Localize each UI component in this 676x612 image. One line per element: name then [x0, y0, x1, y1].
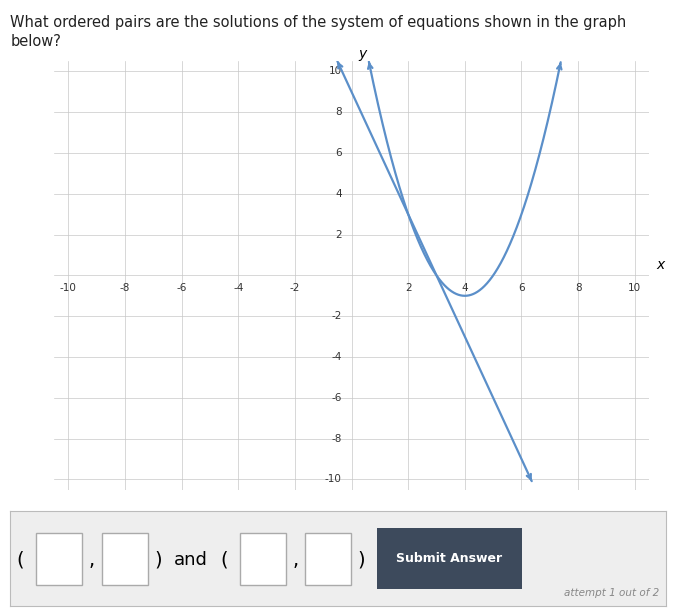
Text: 4: 4 — [335, 188, 341, 199]
Text: -6: -6 — [331, 393, 341, 403]
Text: 8: 8 — [335, 107, 341, 118]
FancyBboxPatch shape — [37, 533, 82, 585]
Text: ,: , — [89, 551, 95, 570]
Text: -4: -4 — [331, 352, 341, 362]
Text: 2: 2 — [335, 230, 341, 240]
FancyBboxPatch shape — [102, 533, 148, 585]
FancyBboxPatch shape — [306, 533, 351, 585]
Text: -10: -10 — [324, 474, 341, 485]
Text: y: y — [358, 47, 367, 61]
Text: and: and — [174, 551, 208, 569]
Text: 2: 2 — [405, 283, 412, 293]
Text: 6: 6 — [518, 283, 525, 293]
Text: Submit Answer: Submit Answer — [396, 552, 502, 565]
Text: attempt 1 out of 2: attempt 1 out of 2 — [564, 588, 659, 599]
Text: What ordered pairs are the solutions of the system of equations shown in the gra: What ordered pairs are the solutions of … — [10, 15, 627, 31]
Text: -2: -2 — [290, 283, 300, 293]
Text: 10: 10 — [329, 66, 341, 76]
Text: (: ( — [17, 551, 24, 570]
Text: ): ) — [358, 551, 365, 570]
FancyBboxPatch shape — [377, 528, 522, 589]
Text: -8: -8 — [120, 283, 130, 293]
Text: 6: 6 — [335, 148, 341, 158]
Text: (: ( — [220, 551, 227, 570]
Text: x: x — [656, 258, 665, 272]
Text: -6: -6 — [176, 283, 187, 293]
Text: -10: -10 — [59, 283, 76, 293]
Text: -4: -4 — [233, 283, 243, 293]
Text: below?: below? — [10, 34, 61, 49]
Text: 4: 4 — [462, 283, 468, 293]
Text: -2: -2 — [331, 311, 341, 321]
Text: 8: 8 — [575, 283, 581, 293]
FancyBboxPatch shape — [239, 533, 285, 585]
Text: 10: 10 — [628, 283, 642, 293]
Text: ): ) — [154, 551, 162, 570]
Text: ,: , — [292, 551, 298, 570]
Text: -8: -8 — [331, 433, 341, 444]
